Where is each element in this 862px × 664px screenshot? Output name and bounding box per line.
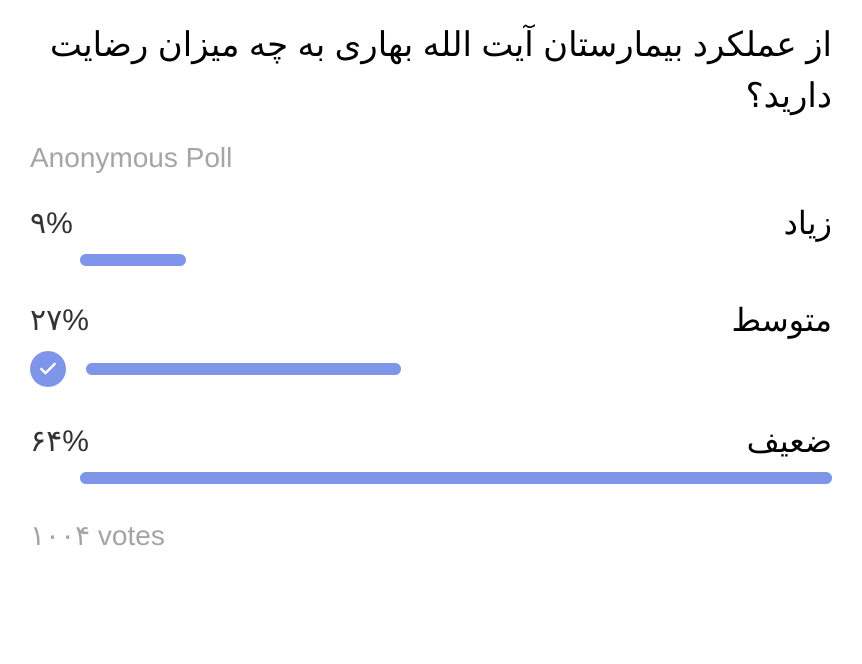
bar-container (80, 472, 832, 484)
option-label: زیاد (784, 204, 832, 242)
check-icon (30, 351, 66, 387)
poll-bar (86, 363, 401, 375)
bar-row (30, 472, 832, 484)
poll-option[interactable]: ۶۴% ضعیف (30, 422, 832, 484)
poll-option[interactable]: ۲۷% متوسط (30, 301, 832, 387)
option-header: ۹% زیاد (30, 204, 832, 242)
bar-row (30, 351, 832, 387)
option-header: ۲۷% متوسط (30, 301, 832, 339)
votes-count: ۱۰۰۴ votes (30, 519, 832, 552)
option-label: متوسط (731, 301, 832, 339)
bar-container (86, 363, 832, 375)
poll-type-label: Anonymous Poll (30, 142, 832, 174)
poll-option[interactable]: ۹% زیاد (30, 204, 832, 266)
poll-bar (80, 472, 832, 484)
bar-container (80, 254, 832, 266)
option-percent: ۹% (30, 206, 110, 241)
option-percent: ۲۷% (30, 303, 110, 338)
option-label: ضعیف (747, 422, 832, 460)
bar-row (30, 254, 832, 266)
option-header: ۶۴% ضعیف (30, 422, 832, 460)
option-percent: ۶۴% (30, 424, 110, 459)
poll-question: از عملکرد بیمارستان آیت الله بهاری به چه… (30, 20, 832, 122)
poll-bar (80, 254, 186, 266)
